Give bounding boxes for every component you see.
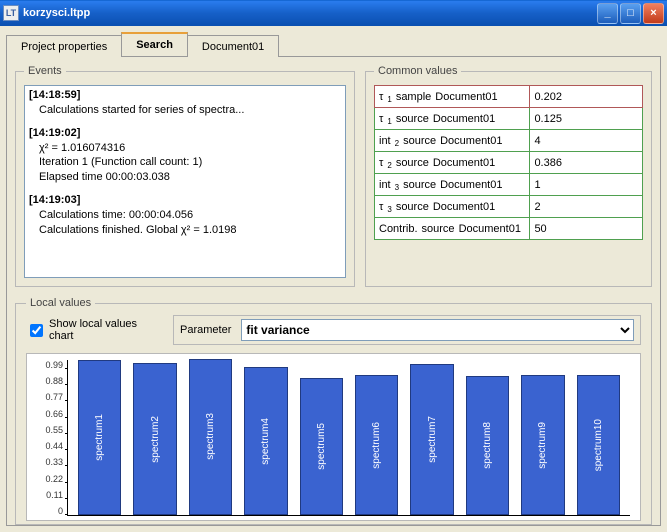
event-line: Iteration 1 (Function call count: 1) bbox=[39, 155, 341, 170]
window-title: korzysci.ltpp bbox=[23, 7, 597, 19]
chart-bar-label: spectrum3 bbox=[205, 413, 216, 460]
tab-strip: Project propertiesSearchDocument01 bbox=[6, 30, 661, 56]
chart-y-tick: 0.66 bbox=[45, 409, 63, 419]
events-list[interactable]: [14:18:59]Calculations started for serie… bbox=[24, 85, 346, 278]
chart-frame: 0.99 0.88 0.77 0.66 0.55 0.44 0.33 0.22 0.11 0 sp… bbox=[26, 353, 641, 521]
common-value-label: τ1sourceDocument01 bbox=[375, 108, 530, 130]
common-value-row: τ1sourceDocument010.125 bbox=[375, 108, 643, 130]
chart-bar-label: spectrum7 bbox=[427, 416, 438, 463]
chart-bar: spectrum4 bbox=[244, 367, 287, 515]
chart-y-tick: 0.99 bbox=[45, 360, 63, 370]
common-value-row: int2sourceDocument014 bbox=[375, 130, 643, 152]
common-value-row: Contrib.sourceDocument0150 bbox=[375, 218, 643, 240]
chart-bar: spectrum5 bbox=[300, 378, 343, 515]
event-line: Calculations finished. Global χ² = 1.019… bbox=[39, 223, 341, 238]
maximize-button[interactable]: □ bbox=[620, 3, 641, 24]
common-value-value[interactable]: 2 bbox=[530, 196, 643, 218]
common-values-table: τ1sampleDocument010.202τ1sourceDocument0… bbox=[374, 85, 643, 240]
chart-bar-label: spectrum5 bbox=[316, 423, 327, 470]
chart-plot-area: spectrum1 spectrum2 spectrum3 spectrum4 spec… bbox=[67, 360, 630, 516]
chart-y-tick: 0.77 bbox=[45, 392, 63, 402]
chart-y-axis: 0.99 0.88 0.77 0.66 0.55 0.44 0.33 0.22 0.11 0 bbox=[37, 360, 67, 516]
common-value-value[interactable]: 1 bbox=[530, 174, 643, 196]
common-value-value[interactable]: 0.202 bbox=[530, 86, 643, 108]
tab-project-properties[interactable]: Project properties bbox=[6, 35, 122, 57]
chart-bar: spectrum2 bbox=[133, 363, 176, 515]
show-local-values-label: Show local values chart bbox=[49, 318, 159, 342]
common-values-legend: Common values bbox=[374, 65, 461, 77]
parameter-select[interactable]: fit variance bbox=[241, 319, 634, 341]
events-legend: Events bbox=[24, 65, 66, 77]
client-area: Project propertiesSearchDocument01 Event… bbox=[0, 26, 667, 532]
common-value-row: τ1sampleDocument010.202 bbox=[375, 86, 643, 108]
event-timestamp: [14:19:03] bbox=[29, 193, 341, 208]
common-value-value[interactable]: 0.125 bbox=[530, 108, 643, 130]
tab-search-pane: Events [14:18:59]Calculations started fo… bbox=[6, 56, 661, 526]
event-line: Calculations time: 00:00:04.056 bbox=[39, 208, 341, 223]
chart-bar-label: spectrum8 bbox=[482, 422, 493, 469]
chart-y-tick: 0.88 bbox=[45, 376, 63, 386]
common-values-groupbox: Common values τ1sampleDocument010.202τ1s… bbox=[365, 65, 652, 287]
events-groupbox: Events [14:18:59]Calculations started fo… bbox=[15, 65, 355, 287]
local-values-chart: 0.99 0.88 0.77 0.66 0.55 0.44 0.33 0.22 0.11 0 sp… bbox=[37, 360, 630, 516]
common-value-row: int3sourceDocument011 bbox=[375, 174, 643, 196]
event-line: Calculations started for series of spect… bbox=[39, 103, 341, 118]
common-value-value[interactable]: 50 bbox=[530, 218, 643, 240]
chart-y-tick: 0.33 bbox=[45, 457, 63, 467]
chart-bar-label: spectrum1 bbox=[94, 414, 105, 461]
common-value-row: τ3sourceDocument012 bbox=[375, 196, 643, 218]
common-value-value[interactable]: 0.386 bbox=[530, 152, 643, 174]
event-line: χ² = 1.016074316 bbox=[39, 141, 341, 156]
show-local-values-checkbox[interactable] bbox=[30, 324, 43, 337]
chart-bar: spectrum9 bbox=[521, 375, 564, 515]
chart-bar-label: spectrum9 bbox=[537, 422, 548, 469]
chart-bar: spectrum8 bbox=[466, 376, 509, 515]
chart-bar: spectrum3 bbox=[189, 359, 232, 515]
event-entry: [14:19:03]Calculations time: 00:00:04.05… bbox=[29, 193, 341, 238]
event-timestamp: [14:18:59] bbox=[29, 88, 341, 103]
local-values-groupbox: Local values Show local values chart Par… bbox=[15, 297, 652, 525]
common-value-row: τ2sourceDocument010.386 bbox=[375, 152, 643, 174]
chart-bar: spectrum6 bbox=[355, 375, 398, 515]
common-value-label: τ1sampleDocument01 bbox=[375, 86, 530, 108]
common-value-value[interactable]: 4 bbox=[530, 130, 643, 152]
close-button[interactable]: × bbox=[643, 3, 664, 24]
tab-document01[interactable]: Document01 bbox=[187, 35, 279, 57]
chart-bar: spectrum7 bbox=[410, 364, 453, 515]
minimize-button[interactable]: _ bbox=[597, 3, 618, 24]
chart-y-tick: 0.11 bbox=[46, 490, 63, 500]
chart-bar-label: spectrum4 bbox=[260, 418, 271, 465]
chart-bar-label: spectrum10 bbox=[593, 419, 604, 471]
title-bar: LT korzysci.ltpp _ □ × bbox=[0, 0, 667, 26]
chart-y-tick: 0.55 bbox=[45, 425, 63, 435]
event-line: Elapsed time 00:00:03.038 bbox=[39, 170, 341, 185]
chart-bar-label: spectrum6 bbox=[371, 422, 382, 469]
common-value-label: τ2sourceDocument01 bbox=[375, 152, 530, 174]
common-value-label: int2sourceDocument01 bbox=[375, 130, 530, 152]
chart-bar-label: spectrum2 bbox=[150, 416, 161, 463]
chart-y-tick: 0.44 bbox=[45, 441, 63, 451]
event-timestamp: [14:19:02] bbox=[29, 126, 341, 141]
app-icon: LT bbox=[3, 5, 19, 21]
chart-y-tick: 0 bbox=[58, 506, 63, 516]
common-value-label: int3sourceDocument01 bbox=[375, 174, 530, 196]
parameter-label: Parameter bbox=[180, 324, 231, 336]
chart-y-tick: 0.22 bbox=[45, 474, 63, 484]
common-value-label: Contrib.sourceDocument01 bbox=[375, 218, 530, 240]
event-entry: [14:18:59]Calculations started for serie… bbox=[29, 88, 341, 118]
common-value-label: τ3sourceDocument01 bbox=[375, 196, 530, 218]
chart-bar: spectrum1 bbox=[78, 360, 121, 515]
local-values-legend: Local values bbox=[26, 297, 95, 309]
event-entry: [14:19:02]χ² = 1.016074316Iteration 1 (F… bbox=[29, 126, 341, 185]
chart-bar: spectrum10 bbox=[577, 375, 620, 515]
tab-search[interactable]: Search bbox=[121, 32, 188, 56]
